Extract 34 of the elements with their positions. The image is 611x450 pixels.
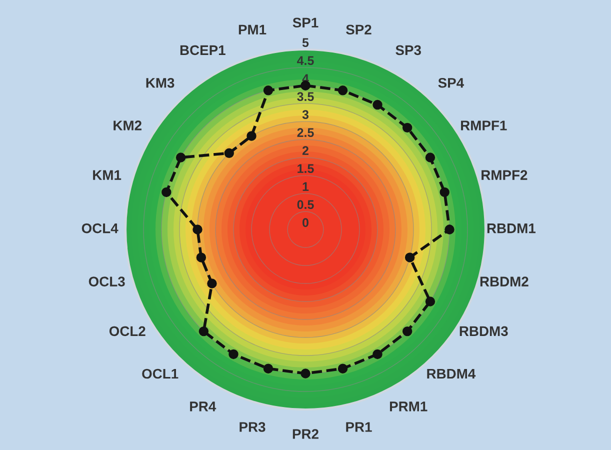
spoke-label: RBDM3 bbox=[460, 326, 508, 336]
y-tick-label: 2 bbox=[302, 146, 308, 155]
spoke-label: OCL4 bbox=[82, 223, 118, 234]
spoke-label: RMPF1 bbox=[461, 120, 507, 130]
spoke-label: SP3 bbox=[396, 45, 421, 56]
spoke-label: RMPF2 bbox=[482, 170, 528, 180]
spoke-label: BCEP1 bbox=[180, 45, 226, 56]
spoke-label: PR1 bbox=[346, 422, 372, 432]
spoke-label: PR2 bbox=[292, 429, 318, 439]
y-tick-label: 5 bbox=[302, 38, 309, 48]
spoke-label: OCL3 bbox=[88, 276, 125, 286]
y-tick-label: 1.5 bbox=[298, 164, 314, 174]
y-tick-label: 3 bbox=[302, 110, 309, 120]
spoke-label: RBDM4 bbox=[427, 368, 476, 379]
spoke-label: SP2 bbox=[346, 24, 372, 35]
spoke-label: OCL2 bbox=[109, 326, 146, 336]
spoke-label: KM3 bbox=[146, 78, 174, 88]
y-tick-label: 3.5 bbox=[297, 92, 314, 102]
spoke-label: PR3 bbox=[240, 422, 266, 432]
y-tick-label: 2.5 bbox=[297, 128, 314, 138]
spoke-label: PR4 bbox=[190, 402, 216, 412]
spoke-label: PRM1 bbox=[390, 402, 428, 412]
y-tick-label: 4.5 bbox=[297, 56, 314, 66]
spoke-label: PM1 bbox=[238, 24, 266, 34]
y-tick-label: 0.5 bbox=[297, 200, 314, 210]
spoke-label: SP1 bbox=[292, 18, 318, 28]
spoke-label: KM2 bbox=[114, 120, 142, 130]
spoke-label: OCL1 bbox=[142, 368, 178, 379]
spoke-label: RBDM1 bbox=[487, 224, 536, 234]
y-tick-label: 1 bbox=[302, 182, 309, 191]
spoke-label: KM1 bbox=[93, 170, 122, 180]
spoke-label: RBDM2 bbox=[480, 276, 528, 286]
spoke-label: SP4 bbox=[438, 78, 464, 88]
y-tick-label: 0 bbox=[302, 218, 308, 228]
